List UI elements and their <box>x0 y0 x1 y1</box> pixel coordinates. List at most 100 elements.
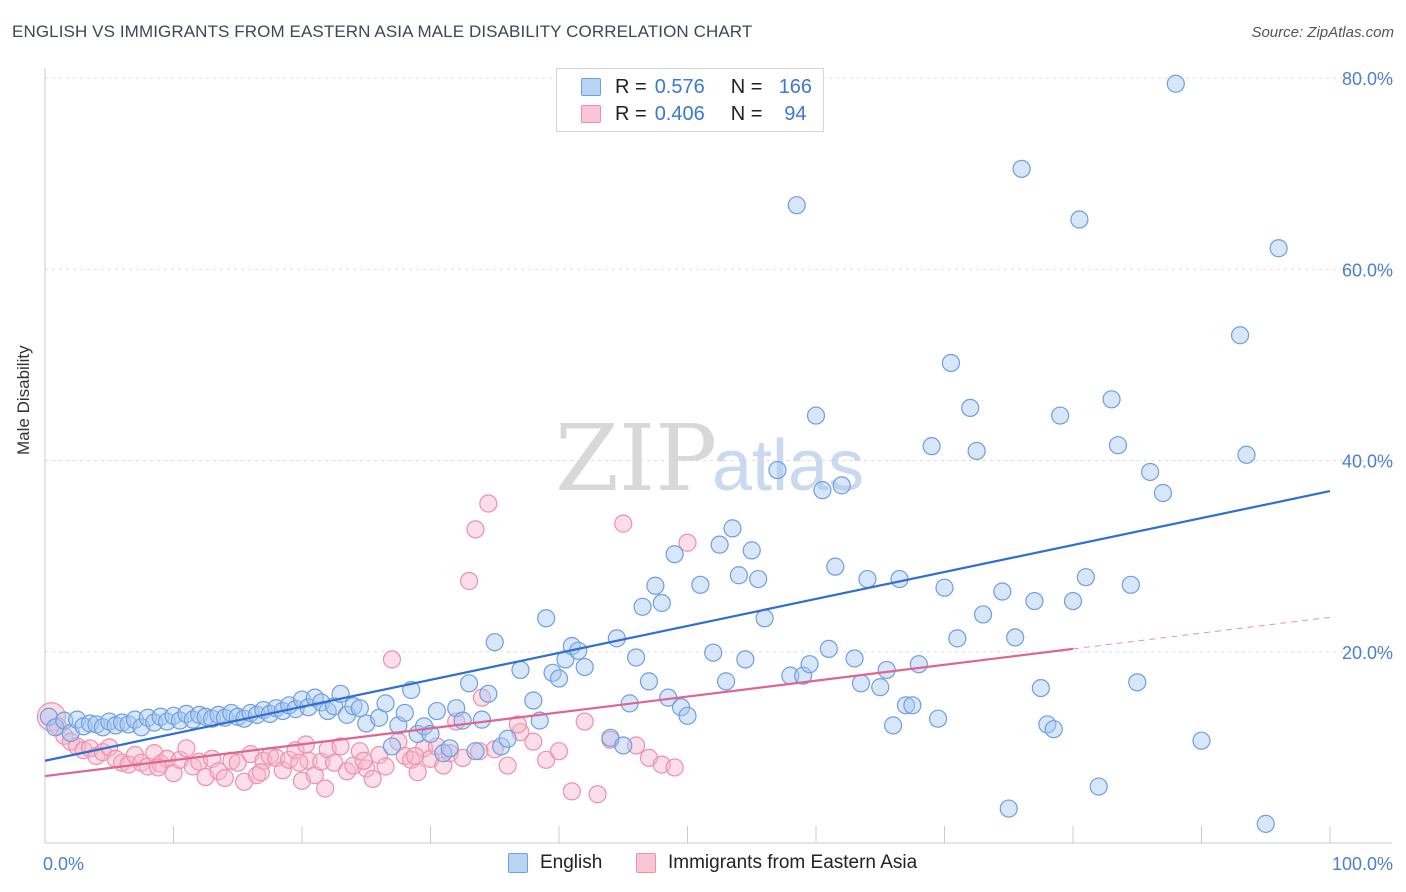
english-point <box>440 739 459 758</box>
english-point <box>877 660 896 680</box>
immigrants-point <box>479 494 498 513</box>
x-tick-label-min: 0.0% <box>43 854 84 874</box>
immigrants-point <box>363 769 382 789</box>
immigrants-point <box>678 533 697 552</box>
english-point <box>1012 159 1031 178</box>
english-point <box>170 711 190 730</box>
english-point <box>453 711 472 730</box>
english-point <box>941 353 961 373</box>
english-point <box>871 678 890 697</box>
immigrants-point <box>614 514 633 533</box>
immigrants-point <box>331 737 350 756</box>
english-point <box>1102 390 1121 409</box>
english-point <box>459 674 479 693</box>
english-point <box>826 557 845 576</box>
x-tick-label-max: 100.0% <box>1332 854 1393 874</box>
english-point <box>1230 326 1250 345</box>
grid-lines <box>45 77 1392 653</box>
immigrants-point <box>562 782 581 801</box>
english-point <box>1140 462 1160 482</box>
english-point <box>716 672 736 691</box>
immigrants-point <box>273 761 292 780</box>
english-point <box>1031 678 1050 698</box>
english-n-value: 166 <box>778 75 813 98</box>
immigrants-point <box>524 732 543 751</box>
immigrants-point <box>588 785 607 804</box>
english-point <box>344 697 363 716</box>
english-point <box>575 657 594 677</box>
legend-item-immigrants[interactable]: Immigrants from Eastern Asia <box>636 852 917 874</box>
english-point <box>1121 575 1140 594</box>
immigrants-point <box>498 756 517 775</box>
immigrants-point <box>382 650 402 669</box>
english-point <box>1192 731 1211 750</box>
english-point <box>1070 210 1089 229</box>
immigrants-point <box>325 753 344 772</box>
english-point <box>646 576 665 595</box>
english-point <box>806 406 826 425</box>
english-point <box>845 649 864 668</box>
english-point <box>903 696 922 715</box>
english-point <box>1166 74 1185 93</box>
english-point <box>832 476 851 495</box>
english-point <box>819 639 838 658</box>
immigrants-point <box>459 571 479 591</box>
immigrants-point <box>209 762 228 781</box>
english-point <box>896 696 916 715</box>
immigrants-n-label: N = <box>730 102 763 125</box>
english-point <box>665 545 684 564</box>
immigrants-point <box>466 520 485 539</box>
english-point <box>466 742 485 761</box>
english-point <box>1128 673 1147 692</box>
english-point <box>723 519 742 538</box>
english-point <box>736 650 755 669</box>
english-point <box>691 575 710 594</box>
immigrants-points <box>36 494 697 804</box>
english-point <box>524 691 543 710</box>
english-point <box>485 633 504 652</box>
immigrants-legend-label: Immigrants from Eastern Asia <box>668 852 918 873</box>
english-point <box>973 605 993 624</box>
english-point <box>749 569 768 589</box>
english-point <box>787 196 806 215</box>
english-point <box>1153 483 1173 503</box>
english-point <box>1044 720 1063 739</box>
english-point <box>928 709 948 728</box>
legend-item-english[interactable]: English <box>508 852 602 874</box>
english-point <box>993 582 1012 601</box>
english-point <box>704 643 723 662</box>
immigrants-point <box>549 742 569 761</box>
axes <box>44 68 1392 844</box>
english-point <box>948 629 967 648</box>
immigrants-point <box>405 746 425 766</box>
legend-row-immigrants: R = 0.406 N = 94 <box>581 103 818 125</box>
english-point <box>729 566 749 585</box>
immigrants-point <box>316 779 335 798</box>
english-point <box>909 655 928 674</box>
english-point <box>1063 591 1083 611</box>
english-point <box>376 694 395 713</box>
immigrants-point <box>251 763 270 782</box>
english-point <box>961 398 980 418</box>
english-point <box>511 660 530 680</box>
english-point <box>967 441 986 461</box>
english-swatch <box>581 78 601 96</box>
english-point <box>755 609 774 628</box>
watermark-zip: ZIP <box>555 405 717 512</box>
immigrants-trend-line <box>44 647 1074 778</box>
english-point <box>935 578 954 597</box>
immigrants-point <box>215 768 234 788</box>
immigrants-point <box>408 763 427 782</box>
watermark-atlas: atlas <box>712 426 864 506</box>
english-point <box>1006 628 1025 647</box>
immigrants-point <box>626 736 646 755</box>
english-point <box>794 666 813 685</box>
immigrants-point <box>508 715 527 734</box>
english-point <box>1269 239 1288 258</box>
english-point <box>1076 568 1095 587</box>
english-point <box>883 716 903 735</box>
english-point <box>922 437 941 456</box>
english-point <box>858 569 877 589</box>
immigrants-point <box>290 753 309 772</box>
